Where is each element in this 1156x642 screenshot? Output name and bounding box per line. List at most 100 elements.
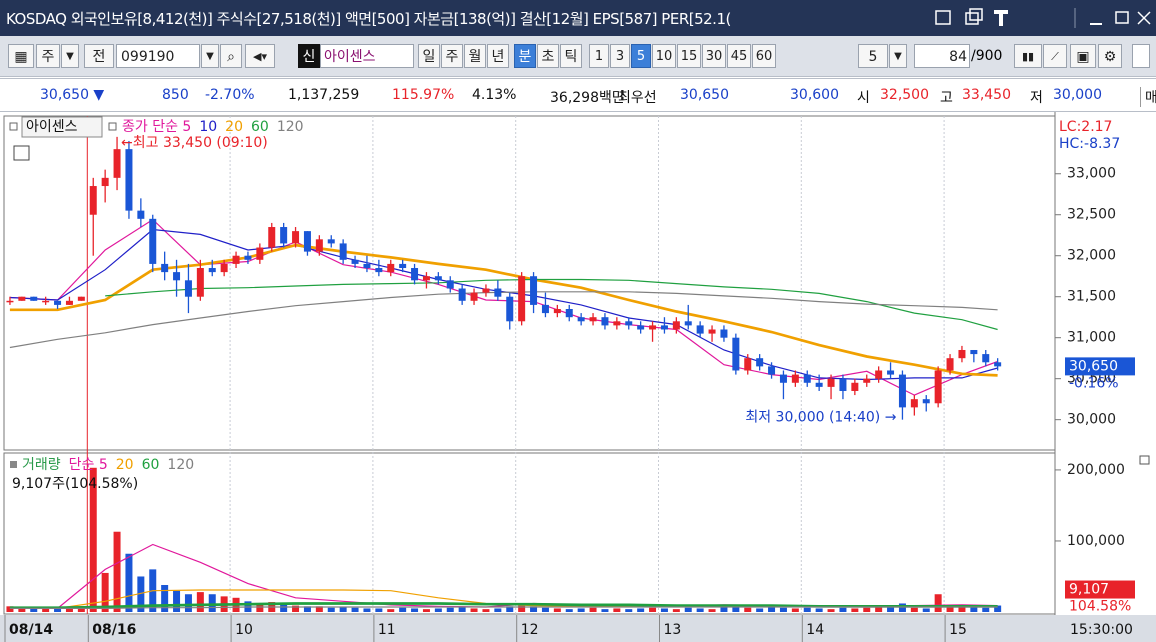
candle-body	[161, 263, 169, 273]
legend-entry: 60	[142, 457, 160, 473]
period-button[interactable]: 년	[487, 44, 509, 68]
x-tick-label: 11	[378, 622, 396, 638]
volume-bar	[208, 594, 216, 612]
volume-bar	[827, 609, 835, 612]
last-price-box	[1065, 357, 1135, 376]
legend-entry: 120	[167, 457, 194, 473]
candle-body	[113, 149, 121, 178]
period-button[interactable]: 주	[441, 44, 463, 68]
volume-average	[9, 602, 998, 610]
volume-bar	[6, 606, 14, 612]
volume-bar	[887, 606, 895, 612]
candle-body	[649, 325, 657, 330]
legend-icon	[9, 122, 18, 131]
candle-body	[696, 325, 704, 334]
minute-button[interactable]: 15	[677, 44, 701, 68]
high-note: ←최고 33,450 (09:10)	[121, 135, 268, 151]
candle-body	[280, 227, 288, 244]
quote-bid: 30,600	[790, 87, 839, 103]
candle-body	[851, 382, 859, 391]
candle-body	[625, 321, 633, 326]
prev-button[interactable]: 전	[84, 44, 114, 68]
candle-body	[577, 317, 585, 322]
volume-bar	[565, 609, 573, 612]
visible-input[interactable]: 84	[914, 44, 970, 68]
code-input[interactable]: 099190	[116, 44, 200, 68]
candle-body	[303, 231, 311, 252]
x-tick-label: 08/16	[92, 622, 136, 638]
y-tick-label: 32,500	[1067, 207, 1116, 223]
candle-body	[89, 186, 97, 215]
candle-body	[482, 288, 490, 293]
y-tick-label: 30,000	[1067, 412, 1116, 428]
dropdown[interactable]: ▼	[201, 44, 219, 68]
volume-bar	[720, 607, 728, 612]
minute-button[interactable]: 3	[610, 44, 630, 68]
hc-label: HC:-8.37	[1059, 136, 1120, 152]
period-button[interactable]: 분	[514, 44, 536, 68]
volume-bar	[387, 609, 395, 612]
candle-body	[827, 378, 835, 387]
volume-bar	[42, 607, 50, 612]
volume-bar	[482, 609, 490, 612]
tool-button[interactable]: ▮▮	[1014, 44, 1042, 68]
quote-change-pct: -2.70%	[205, 87, 255, 103]
candle-body	[518, 276, 526, 322]
x-tick-label: 13	[664, 622, 682, 638]
volume-bar	[589, 607, 597, 612]
grid-icon[interactable]: ▦	[8, 44, 34, 68]
volume-bar	[256, 603, 264, 612]
search-button[interactable]: ⌕	[220, 44, 242, 68]
volume-title: 거래량	[22, 457, 61, 473]
candle-body	[970, 349, 978, 355]
dropdown[interactable]: ▼	[889, 44, 907, 68]
checkbox[interactable]	[1132, 44, 1150, 68]
candle-body	[42, 300, 50, 303]
volume-bar	[708, 609, 716, 612]
volume-bar	[113, 531, 121, 612]
volume-panel	[3, 452, 1056, 615]
period-button[interactable]: 일	[418, 44, 440, 68]
candle-body	[375, 268, 383, 273]
new-badge: 신	[298, 44, 320, 68]
period-button[interactable]: 초	[537, 44, 559, 68]
candle-body	[54, 300, 62, 305]
volume-bar	[601, 609, 609, 612]
x-tick-label: 14	[806, 622, 824, 638]
volume-bar	[494, 608, 502, 612]
price-panel	[3, 115, 1056, 451]
volume-bar	[30, 607, 38, 612]
y-tick-label: 31,500	[1067, 289, 1116, 305]
volume-bar	[77, 607, 85, 612]
stock-name[interactable]: 아이센스	[320, 44, 414, 68]
period-button[interactable]: 월	[464, 44, 486, 68]
minute-button[interactable]: 30	[702, 44, 726, 68]
minute-button[interactable]: 45	[727, 44, 751, 68]
volume-bar	[173, 590, 181, 612]
volume-bar	[54, 608, 62, 612]
sound-button[interactable]: ◀▾	[245, 44, 275, 68]
minute-button[interactable]: 5	[631, 44, 651, 68]
candle-body	[768, 366, 776, 375]
minute-button[interactable]: 1	[589, 44, 609, 68]
period-button[interactable]: 틱	[560, 44, 582, 68]
candle-body	[494, 288, 502, 297]
legend-entry: 종가 단순 5	[122, 119, 191, 135]
unit-button[interactable]: 주	[36, 44, 60, 68]
quote-change: 850	[162, 87, 189, 103]
settings-button[interactable]: ⚙	[1098, 44, 1122, 68]
candle-body	[184, 280, 192, 297]
candle-body	[351, 259, 359, 264]
quote-low: 30,000	[1053, 87, 1102, 103]
count-select[interactable]: 5	[858, 44, 888, 68]
dropdown[interactable]: ▼	[61, 44, 79, 68]
save-button[interactable]: ▣	[1070, 44, 1096, 68]
quote-open: 32,500	[880, 87, 929, 103]
candle-body	[256, 247, 264, 260]
minute-button[interactable]: 10	[652, 44, 676, 68]
candle-body	[756, 358, 764, 367]
minute-button[interactable]: 60	[752, 44, 776, 68]
volume-bar	[375, 608, 383, 612]
tool-button[interactable]: ⟋	[1043, 44, 1067, 68]
quote-amount: 36,298백만	[550, 90, 625, 106]
